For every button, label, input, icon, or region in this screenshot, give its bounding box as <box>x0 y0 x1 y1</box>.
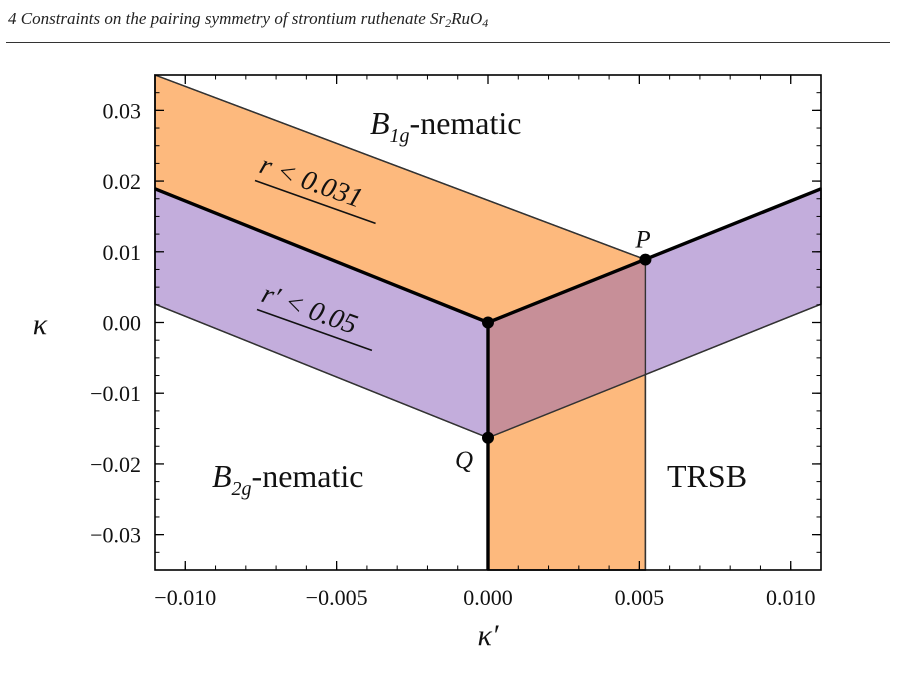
header-sub-4: 4 <box>482 16 489 30</box>
b1g-sub: 1g <box>390 125 410 147</box>
lines-layer <box>154 187 822 570</box>
y-tick-label: 0.00 <box>103 311 142 336</box>
y-tick-label: −0.01 <box>90 381 141 406</box>
header-sub-2: 2 <box>445 16 452 30</box>
y-axis-title: κ <box>33 308 48 341</box>
x-tick-label: 0.000 <box>463 585 513 610</box>
x-tick-label: 0.010 <box>766 585 816 610</box>
y-tick-label: 0.02 <box>103 169 142 194</box>
b1g-rest: -nematic <box>410 105 522 141</box>
b2g-rest: -nematic <box>252 458 364 494</box>
b1g-base: B <box>370 105 390 141</box>
x-axis-title: κ′ <box>478 619 499 652</box>
point-label-q: Q <box>455 447 473 474</box>
page-header: 4 Constraints on the pairing symmetry of… <box>0 0 897 44</box>
point-label-p: P <box>634 227 650 254</box>
b2g-sub: 2g <box>232 478 252 500</box>
x-tick-label: −0.005 <box>306 585 368 610</box>
b1g-nematic-label: B1g-nematic <box>370 105 521 147</box>
header-mid: RuO <box>451 9 483 28</box>
point-marker <box>482 431 494 444</box>
point-marker <box>639 253 652 266</box>
phase-boundary-1 <box>487 187 822 325</box>
y-tick-label: −0.03 <box>90 523 141 548</box>
trsb-label: TRSB <box>667 458 747 494</box>
phase-boundary-0 <box>154 187 489 325</box>
b2g-base: B <box>212 458 232 494</box>
header-text: 4 Constraints on the pairing symmetry of… <box>8 9 446 28</box>
y-tick-label: −0.02 <box>90 452 141 477</box>
rp-constraint-underline <box>256 308 373 352</box>
header-rule <box>6 42 890 43</box>
points-layer: PQ <box>455 227 652 474</box>
point-marker <box>482 316 494 329</box>
x-tick-label: −0.010 <box>154 585 216 610</box>
y-tick-label: 0.01 <box>103 240 142 265</box>
y-tick-label: 0.03 <box>103 98 142 123</box>
ticks-layer: −0.010 −0.005 0.000 0.005 0.010 −0.03 −0.02 −0.… <box>90 74 822 610</box>
r-constraint-underline <box>254 179 376 225</box>
running-header: 4 Constraints on the pairing symmetry of… <box>8 9 488 31</box>
b2g-nematic-label: B2g-nematic <box>212 458 363 500</box>
x-tick-label: 0.005 <box>615 585 665 610</box>
